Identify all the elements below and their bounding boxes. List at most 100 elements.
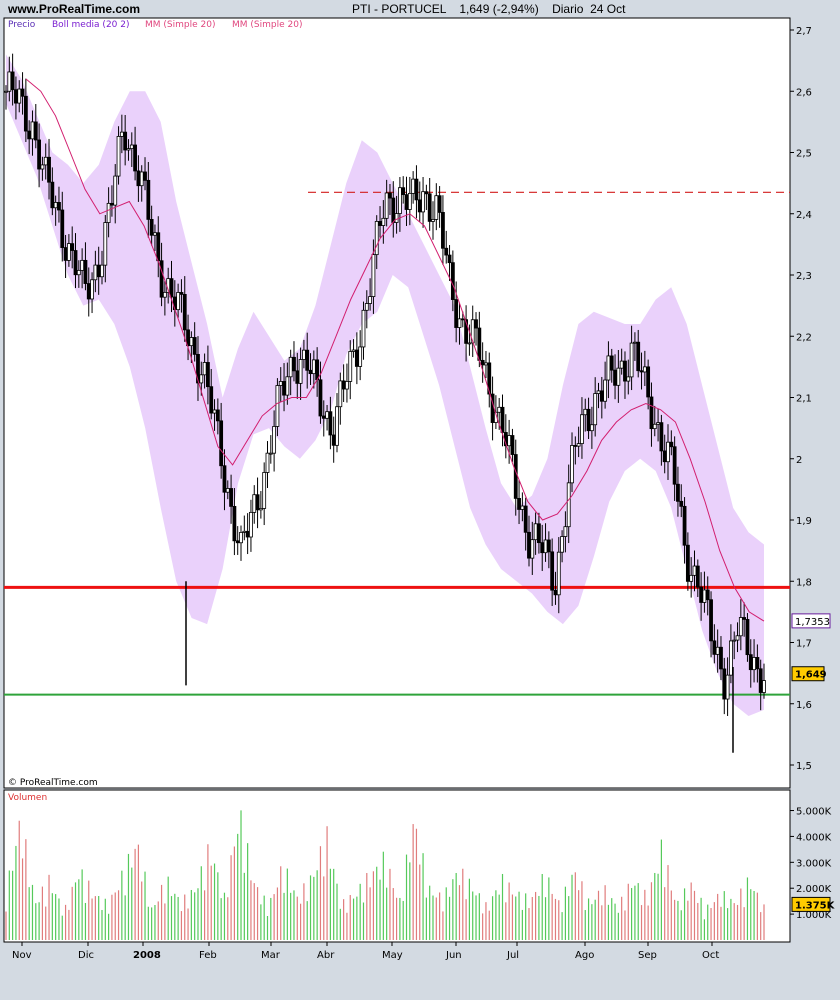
candle-body bbox=[14, 89, 18, 104]
candle-body bbox=[623, 360, 627, 382]
candle-body bbox=[43, 156, 48, 166]
candle-body bbox=[354, 349, 359, 367]
candle-body bbox=[182, 293, 187, 331]
bollinger-area bbox=[6, 54, 764, 716]
candle-body bbox=[725, 674, 730, 700]
candle-body bbox=[245, 530, 250, 538]
candle-body bbox=[129, 144, 134, 150]
candle-body bbox=[417, 199, 422, 213]
candle-body bbox=[652, 423, 657, 430]
candle-body bbox=[302, 349, 306, 360]
candle-body bbox=[427, 193, 432, 222]
horizontal-lines bbox=[4, 191, 790, 696]
price-tick-label: 2,2 bbox=[796, 332, 812, 343]
candle-body bbox=[50, 181, 55, 209]
candle-body bbox=[441, 212, 445, 249]
candle-body bbox=[209, 386, 214, 414]
candle-body bbox=[437, 195, 442, 213]
volume-tick-label: 1.000K bbox=[796, 910, 832, 921]
candle-body bbox=[17, 88, 22, 104]
candle-body bbox=[411, 178, 416, 194]
candle-body bbox=[80, 259, 85, 271]
ma-line bbox=[25, 78, 765, 622]
candle-body bbox=[685, 544, 690, 582]
price-tick-label: 1,9 bbox=[796, 516, 812, 527]
candle-body bbox=[30, 121, 35, 140]
month-label: Ago bbox=[575, 950, 594, 961]
candle-body bbox=[110, 202, 114, 206]
candle-body bbox=[196, 353, 200, 384]
candle-body bbox=[249, 511, 253, 538]
volume-tick-label: 5.000K bbox=[796, 807, 832, 818]
legend-item-mm-1: MM (Simple 20) bbox=[145, 20, 215, 30]
candle-body bbox=[613, 369, 617, 386]
candle-body bbox=[143, 171, 147, 181]
candle-body bbox=[93, 264, 98, 281]
axes: 2,7 2,6 2,5 2,4 2,3 2,2 2,1 2 1,9 1,8 1,7 1,6 1,5 1,7… bbox=[12, 26, 836, 961]
candle-body bbox=[447, 254, 452, 264]
candle-body bbox=[368, 296, 373, 304]
candle-body bbox=[553, 589, 558, 596]
candle-body bbox=[86, 283, 91, 300]
moving-average bbox=[25, 78, 765, 622]
candle-body bbox=[659, 422, 664, 452]
candle-body bbox=[235, 540, 240, 544]
candle-body bbox=[70, 243, 75, 251]
candle-body bbox=[566, 482, 571, 528]
candle-body bbox=[335, 406, 339, 446]
candle-body bbox=[523, 505, 528, 533]
candle-body bbox=[378, 221, 382, 226]
volume-tick-label: 4.000K bbox=[796, 832, 832, 843]
candle-body bbox=[103, 222, 108, 266]
candle-body bbox=[480, 359, 485, 366]
candle-body bbox=[358, 346, 363, 367]
candle-body bbox=[272, 426, 277, 454]
candle-body bbox=[391, 197, 396, 223]
price-tick-label: 2,1 bbox=[796, 394, 812, 405]
candle-body bbox=[10, 71, 15, 91]
candle-body bbox=[57, 202, 61, 211]
legend-item-mm-2: MM (Simple 20) bbox=[232, 20, 302, 30]
price-tick-label: 1,7 bbox=[796, 639, 812, 650]
candle-body bbox=[560, 536, 564, 553]
candle-body bbox=[748, 654, 753, 671]
price-tick-label: 2 bbox=[796, 455, 802, 466]
candle-body bbox=[603, 379, 608, 402]
candle-body bbox=[543, 539, 548, 554]
candle-body bbox=[63, 247, 68, 261]
candle-body bbox=[321, 415, 326, 419]
candle-body bbox=[619, 360, 624, 369]
site-name[interactable]: www.ProRealTime.com bbox=[8, 2, 141, 16]
candle-body bbox=[73, 250, 78, 276]
candle-body bbox=[460, 318, 465, 321]
price-tick-label: 2,7 bbox=[796, 26, 812, 37]
candle-body bbox=[583, 408, 588, 416]
candle-body bbox=[550, 551, 555, 591]
candle-body bbox=[53, 202, 58, 209]
candle-body bbox=[162, 291, 167, 298]
candle-body bbox=[47, 156, 51, 183]
candle-body bbox=[397, 187, 402, 214]
month-label: Nov bbox=[12, 950, 32, 961]
candle-body bbox=[580, 414, 584, 445]
candle-body bbox=[599, 390, 604, 402]
chart-title: PTI - PORTUCEL 1,649 (-2,94%) Diario 24 … bbox=[352, 2, 626, 16]
candle-body bbox=[83, 259, 88, 284]
candle-body bbox=[90, 279, 94, 300]
volume-tag: 1.375K bbox=[795, 900, 836, 911]
candle-body bbox=[421, 191, 425, 213]
header-bar: www.ProRealTime.com PTI - PORTUCEL 1,649… bbox=[0, 0, 840, 18]
month-label: Jul bbox=[506, 950, 519, 961]
candle-body bbox=[450, 262, 455, 300]
candle-body bbox=[305, 349, 310, 371]
candle-body bbox=[474, 319, 478, 329]
candle-body bbox=[206, 362, 210, 388]
candle-body bbox=[546, 539, 551, 553]
price-tick-label: 1,8 bbox=[796, 577, 812, 588]
candle-body bbox=[351, 349, 356, 352]
ma-tag-box bbox=[791, 613, 831, 629]
candle-body bbox=[345, 381, 349, 390]
candle-body bbox=[282, 381, 286, 396]
candle-body bbox=[517, 498, 521, 510]
candle-body bbox=[540, 542, 545, 554]
